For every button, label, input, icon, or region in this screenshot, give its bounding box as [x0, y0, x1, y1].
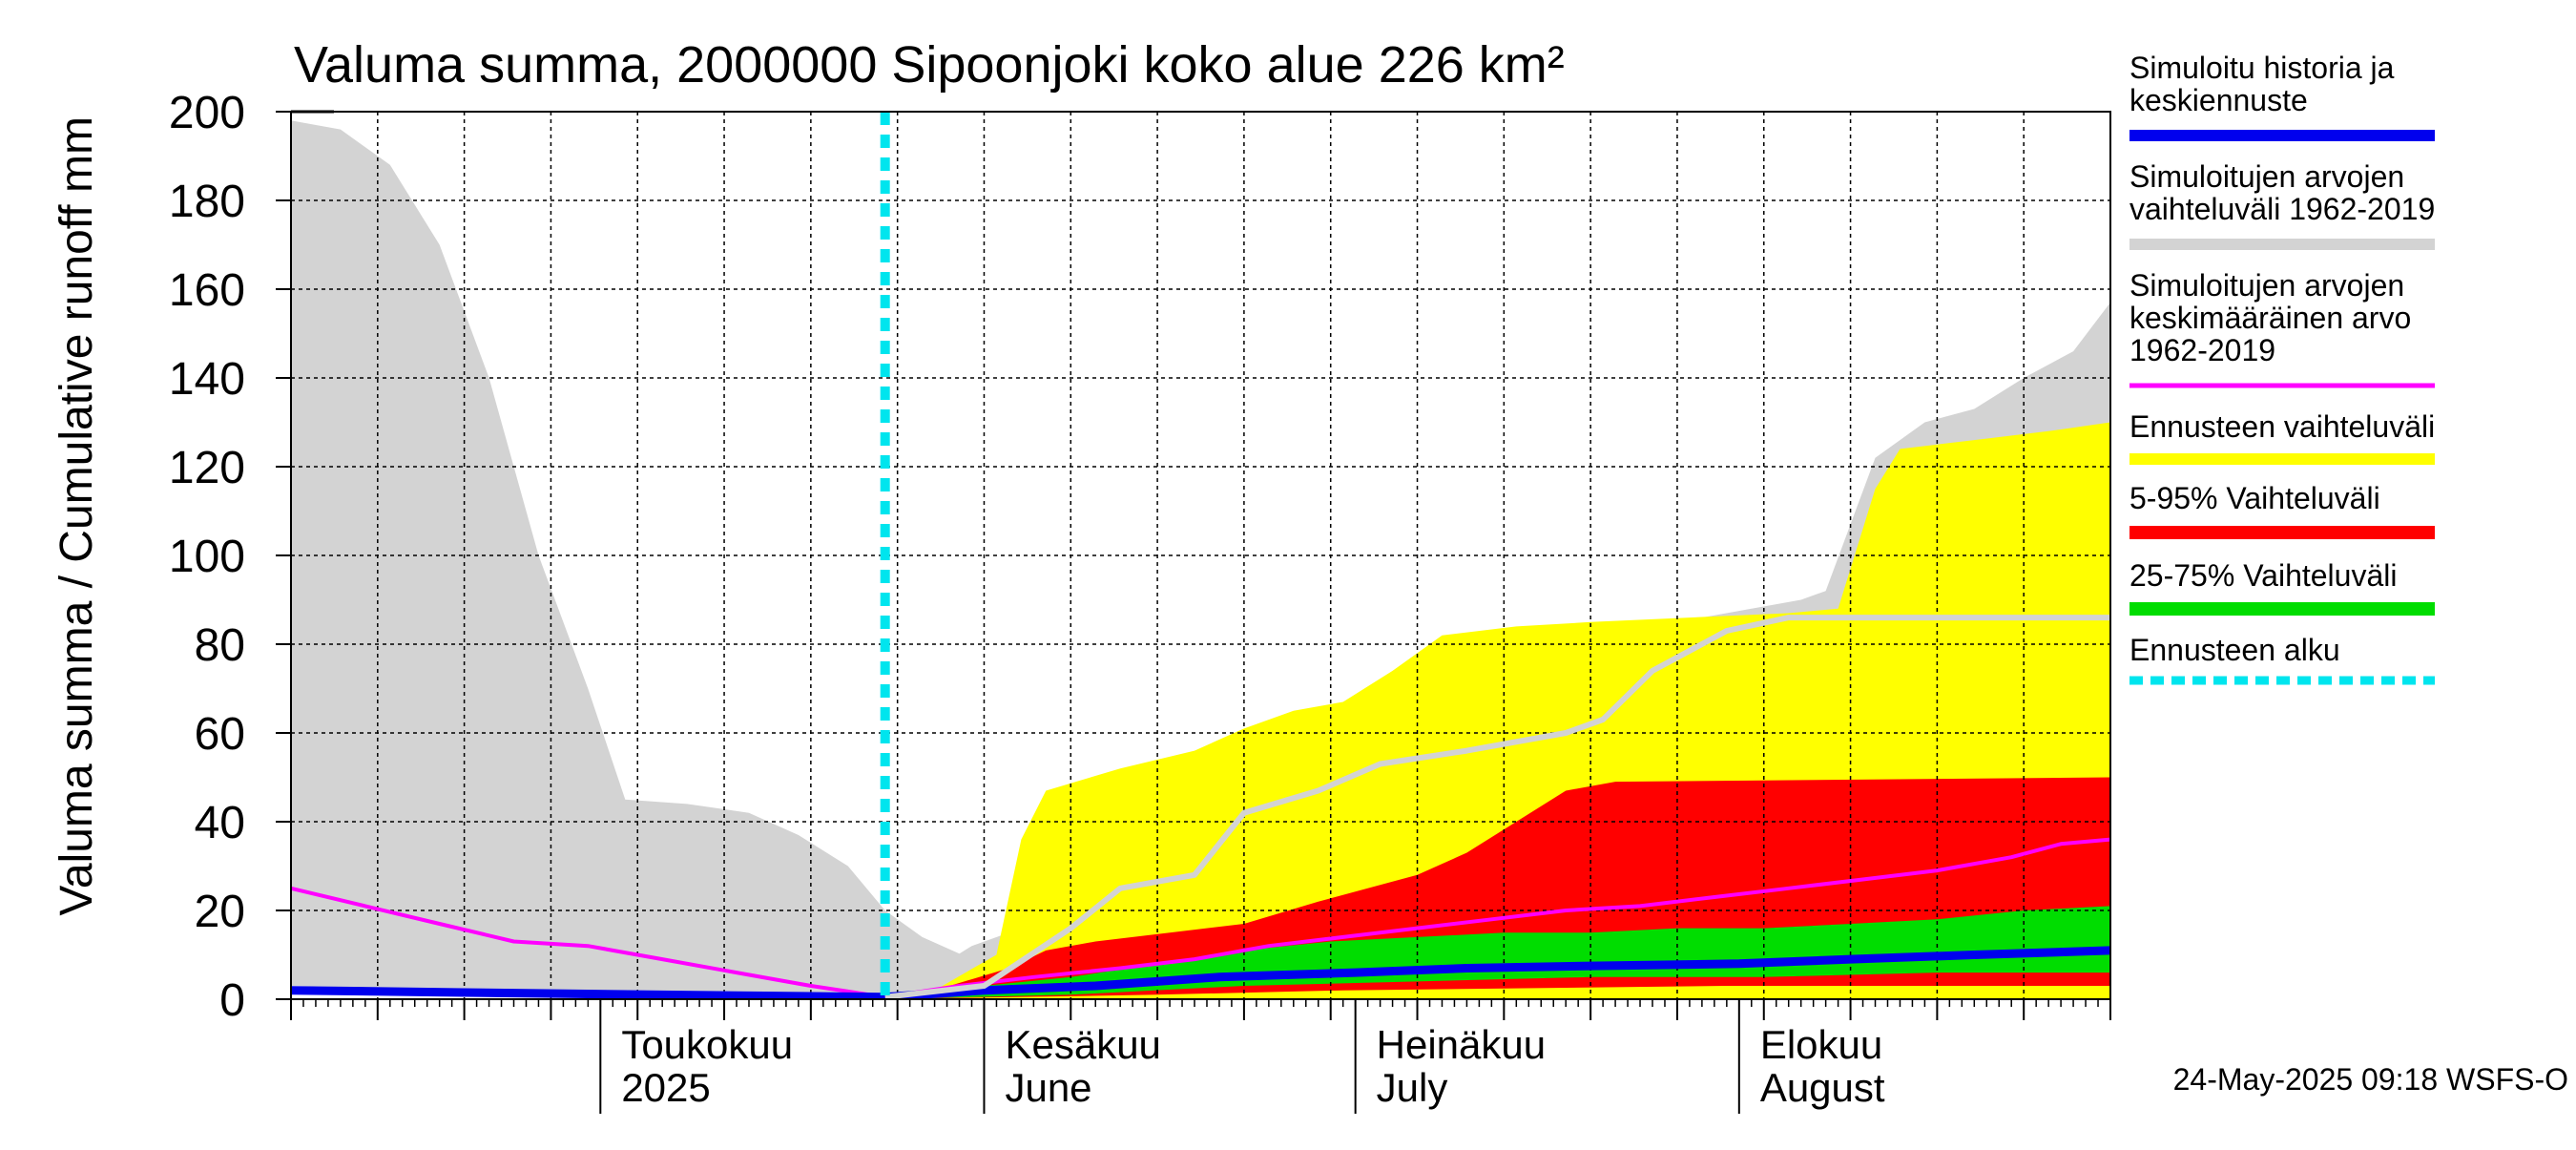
y-tick-label: 120	[169, 443, 245, 493]
y-tick-label: 100	[169, 532, 245, 582]
legend-label: 5-95% Vaihteluväli	[2129, 481, 2380, 515]
x-month-sublabel: 2025	[621, 1065, 710, 1110]
legend-label: Simuloitu historia ja	[2129, 51, 2395, 85]
y-tick-label: 0	[219, 975, 245, 1026]
y-tick-label: 40	[195, 798, 245, 848]
legend-label: 25-75% Vaihteluväli	[2129, 558, 2397, 593]
legend-label: keskiennuste	[2129, 83, 2308, 117]
y-tick-label: 200	[169, 88, 245, 138]
legend-label: Simuloitujen arvojen	[2129, 268, 2404, 303]
bands-layer	[291, 120, 2110, 999]
series-line-4	[291, 837, 2110, 999]
y-tick-label: 180	[169, 177, 245, 227]
chart-title: Valuma summa, 2000000 Sipoonjoki koko al…	[294, 36, 1565, 94]
legend-label: Simuloitujen arvojen	[2129, 159, 2404, 194]
y-tick-label: 140	[169, 354, 245, 405]
x-month-sublabel: August	[1760, 1065, 1885, 1110]
x-month-sublabel: July	[1377, 1065, 1448, 1110]
y-tick-label: 60	[195, 709, 245, 760]
x-month-sublabel: June	[1005, 1065, 1091, 1110]
grid-layer	[291, 112, 2110, 999]
legend-label: keskimääräinen arvo	[2129, 301, 2411, 335]
x-month-label: Kesäkuu	[1005, 1022, 1160, 1067]
x-month-label: Elokuu	[1760, 1022, 1882, 1067]
axes-layer	[276, 110, 2111, 1114]
y-tick-label: 20	[195, 887, 245, 937]
y-axis-label: Valuma summa / Cumulative runoff	[52, 204, 102, 916]
x-month-label: Heinäkuu	[1377, 1022, 1546, 1067]
y-tick-label: 80	[195, 620, 245, 671]
y-tick-label: 160	[169, 265, 245, 316]
legend-label: Ennusteen vaihteluväli	[2129, 409, 2435, 444]
x-month-label: Toukokuu	[621, 1022, 793, 1067]
legend-label: 1962-2019	[2129, 333, 2275, 367]
lines-layer	[291, 112, 2110, 999]
series-line-6	[884, 615, 2110, 999]
legend-label: vaihteluväli 1962-2019	[2129, 192, 2435, 226]
legend-label: Ennusteen alku	[2129, 633, 2340, 667]
y-axis-unit: mm	[52, 116, 102, 193]
series-line-5	[291, 946, 2110, 999]
footer-timestamp: 24-May-2025 09:18 WSFS-O	[2173, 1062, 2568, 1097]
